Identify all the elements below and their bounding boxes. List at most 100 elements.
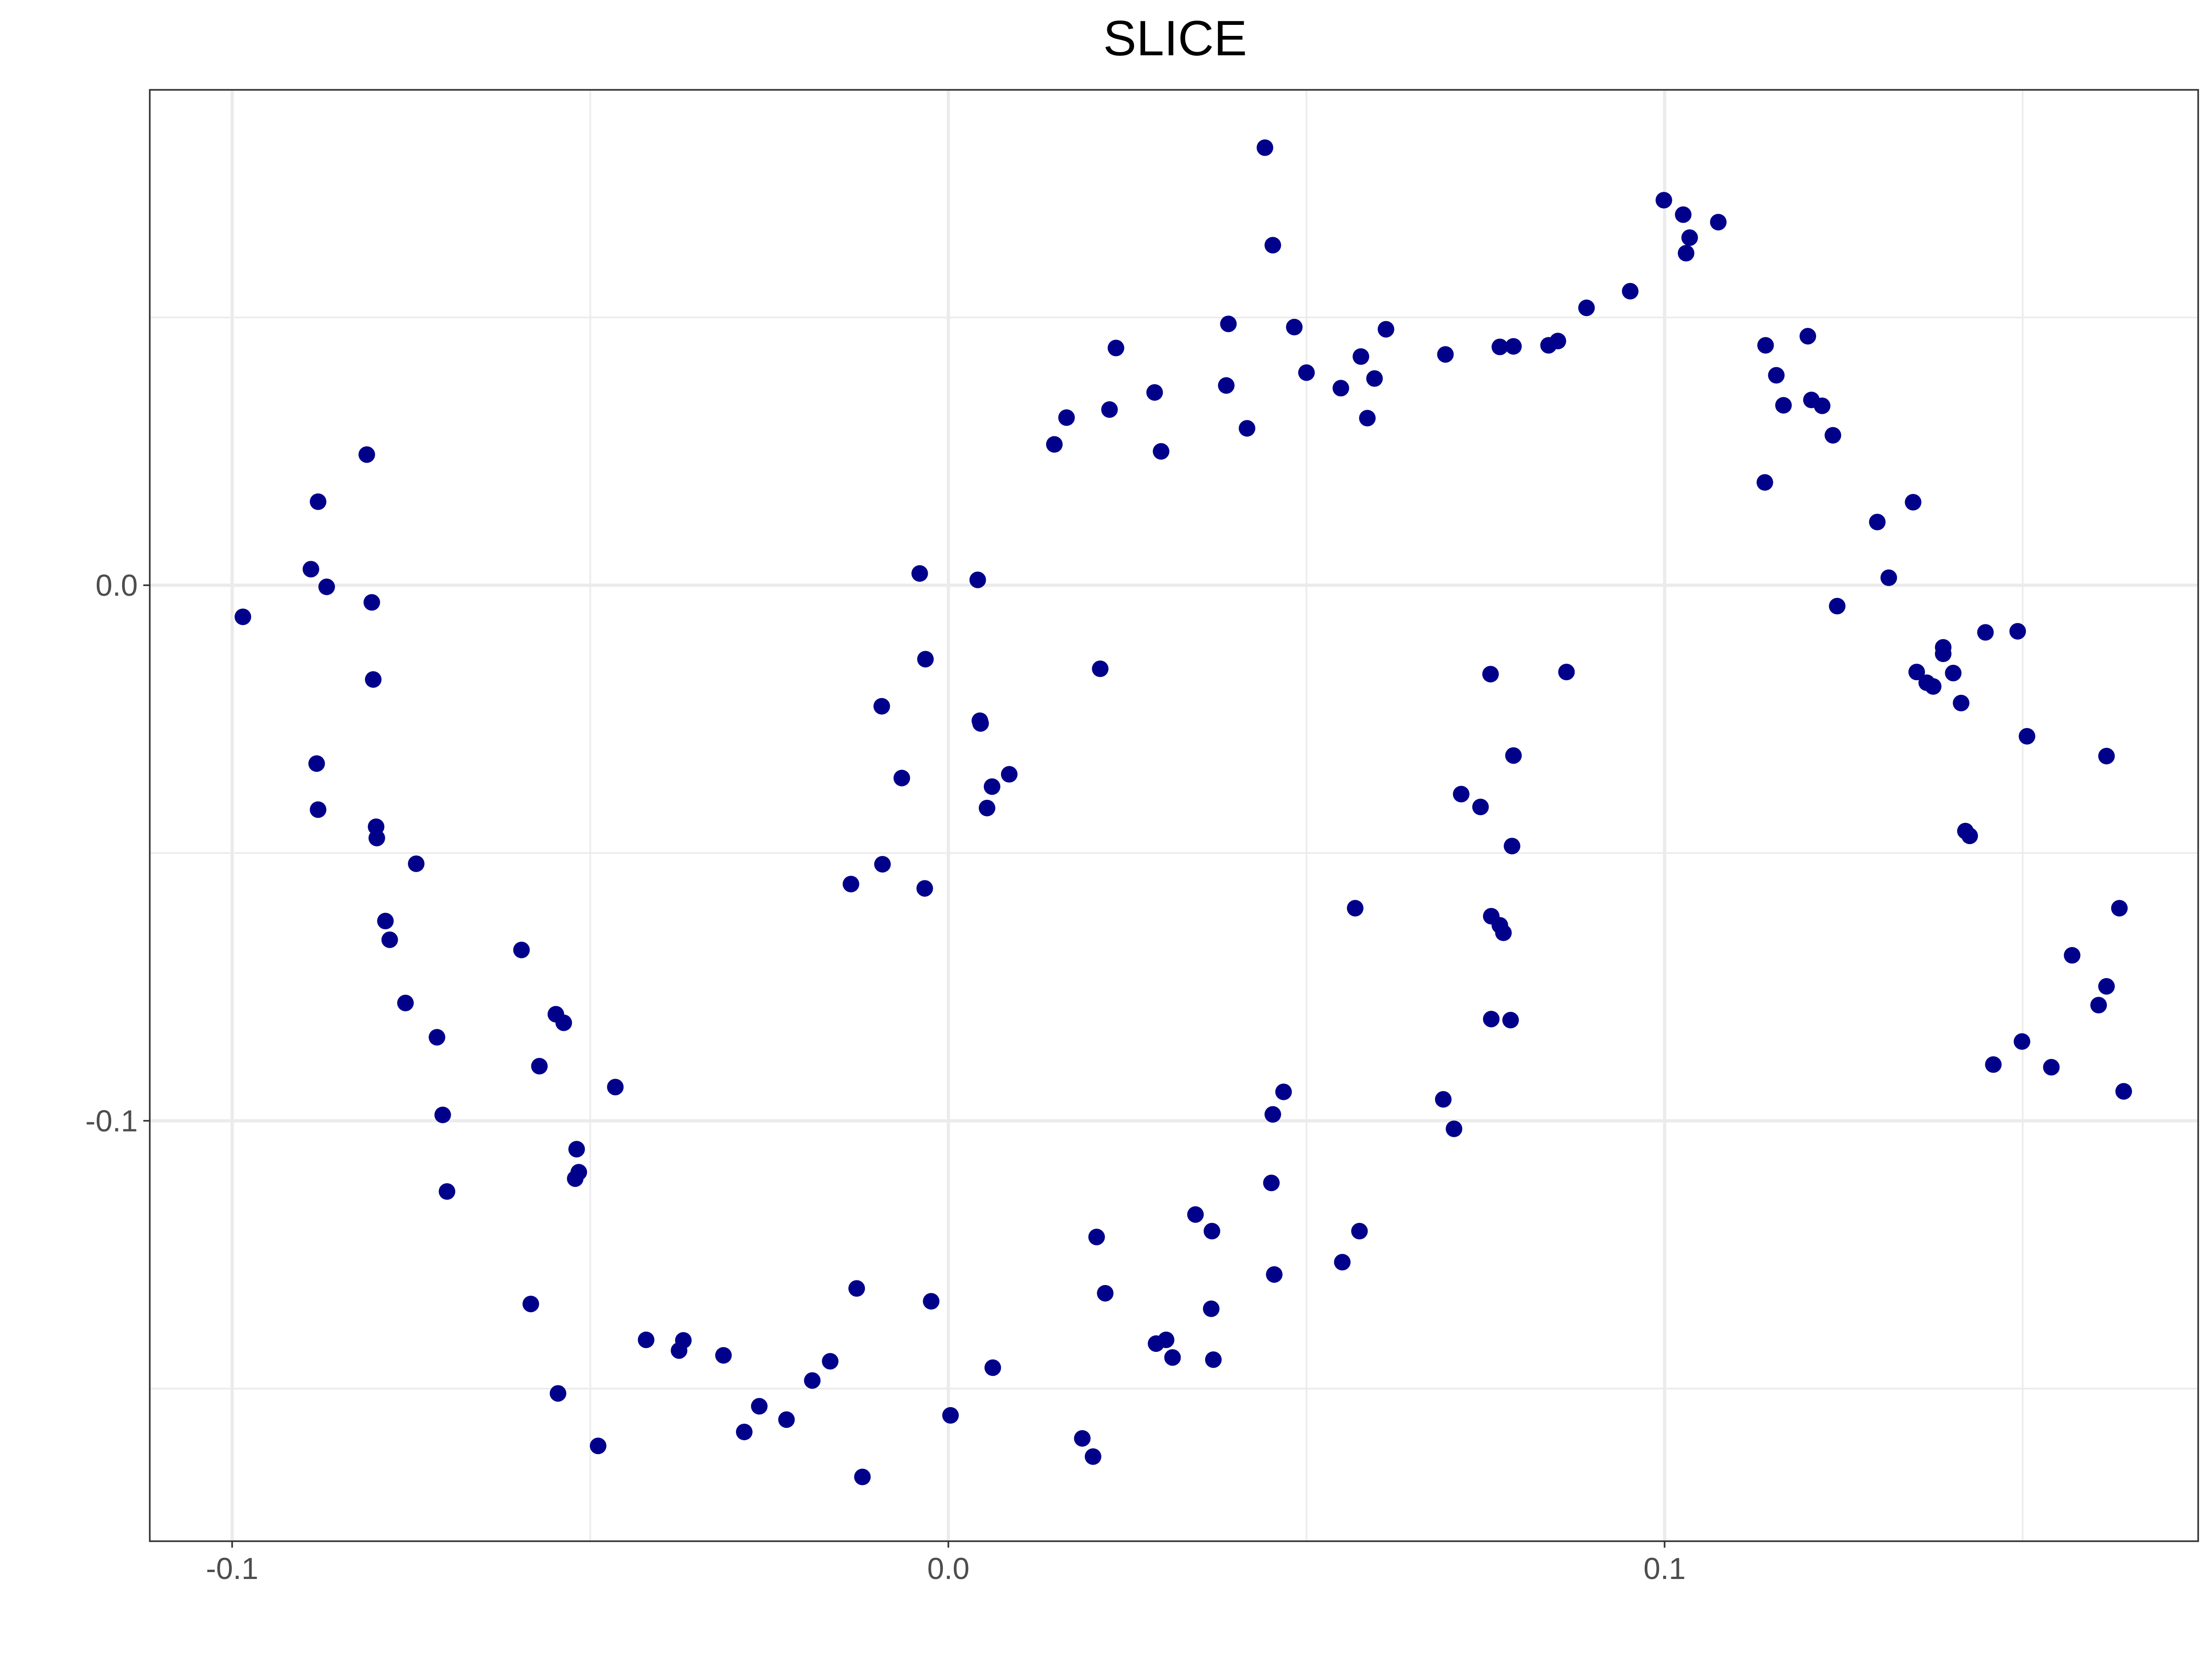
data-point [549,1385,566,1402]
data-point [1153,443,1170,460]
data-point [735,1423,753,1440]
data-point [522,1296,539,1313]
x-tick-label: 0.0 [927,1551,970,1585]
data-point [1491,338,1508,355]
data-point [984,1359,1001,1376]
x-tick-label: -0.1 [206,1551,259,1585]
data-point [978,799,995,816]
data-point [1334,1254,1351,1271]
data-point [804,1372,821,1389]
data-point [2098,747,2115,764]
data-point [1953,694,1970,711]
data-point [1775,397,1792,414]
data-point [1453,786,1470,803]
data-point [1074,1430,1091,1447]
data-point [2064,947,2081,964]
data-point [377,912,394,929]
data-point [2009,623,2026,640]
data-point [1768,367,1785,384]
data-point [1961,828,1978,845]
data-point [1799,328,1816,345]
data-point [873,698,890,715]
data-point [1092,660,1109,677]
data-point [715,1347,732,1364]
data-point [1203,1300,1220,1317]
data-point [1578,299,1595,317]
data-point [1472,798,1489,816]
data-point [2013,1033,2030,1050]
data-point [1435,1091,1452,1108]
data-point [1205,1351,1222,1368]
data-point [1353,348,1370,365]
data-point [1088,1228,1105,1245]
data-point [1655,192,1672,209]
data-point [1286,318,1303,335]
data-point [1046,436,1063,453]
data-point [1945,664,1962,681]
data-point [1756,474,1773,491]
data-point [1158,1331,1175,1348]
data-point [1097,1285,1114,1302]
y-tick-label: 0.0 [95,568,138,602]
y-tick-label: -0.1 [85,1104,138,1138]
data-point [1239,420,1256,437]
data-point [2098,978,2115,995]
data-point [1437,346,1454,363]
data-point [408,855,425,872]
data-point [1203,1222,1220,1239]
data-point [1218,377,1235,394]
data-point [1677,245,1694,262]
data-point [671,1342,688,1359]
data-point [1829,598,1846,615]
data-point [1505,747,1522,764]
data-point [848,1280,865,1297]
data-point [1446,1120,1463,1137]
data-point [1880,569,1897,586]
data-point [1146,384,1163,401]
data-point [1905,494,1922,511]
data-point [1757,337,1774,354]
data-point [397,994,414,1011]
data-point [1001,766,1018,783]
data-point [638,1331,655,1348]
data-point [1377,321,1394,338]
data-point [438,1183,455,1200]
data-point [1558,663,1575,681]
chart-title: SLICE [1103,10,1247,66]
data-point [1495,924,1512,941]
data-point [874,856,891,873]
data-point [318,578,335,595]
data-point [1549,333,1566,350]
data-point [607,1079,624,1096]
data-point [589,1438,606,1455]
data-point [1482,666,1499,683]
data-point [1908,663,1925,681]
data-point [358,446,375,463]
data-point [308,755,325,772]
data-point [942,1407,959,1424]
data-point [1675,206,1692,223]
data-point [302,561,319,578]
data-point [1298,364,1315,381]
data-point [363,594,380,611]
data-point [1814,397,1831,414]
data-point [1985,1056,2002,1073]
data-point [1347,900,1364,917]
data-point [1263,1174,1280,1191]
data-point [1187,1206,1204,1223]
data-point [751,1398,768,1415]
data-point [368,829,385,846]
data-point [1359,410,1376,427]
plot-panel-border [149,89,2199,1542]
data-point [842,875,859,892]
data-point [1107,340,1124,357]
data-point [1869,514,1886,531]
data-point [1275,1083,1292,1100]
data-point [1681,229,1698,246]
data-point [434,1106,451,1123]
data-point [1058,409,1075,426]
data-point [1264,237,1281,254]
data-point [1351,1222,1368,1239]
